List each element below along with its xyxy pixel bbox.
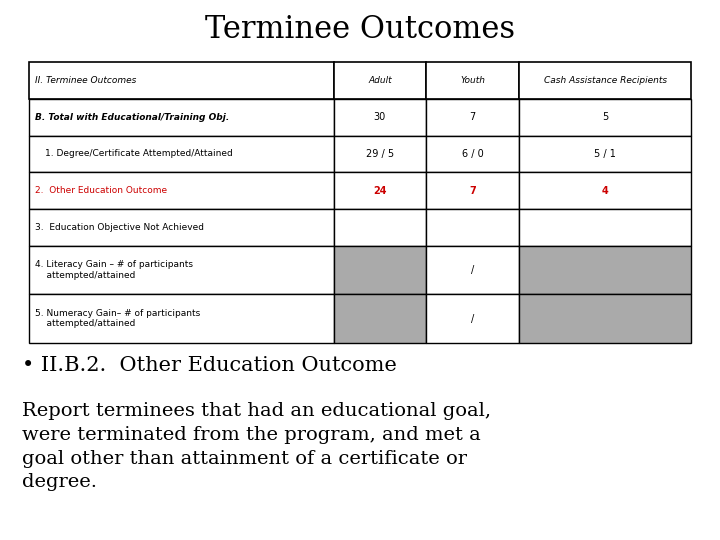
Bar <box>426 172 519 209</box>
Bar <box>333 246 426 294</box>
Text: 5 / 1: 5 / 1 <box>594 149 616 159</box>
Text: Youth: Youth <box>460 76 485 85</box>
Bar <box>29 62 333 99</box>
Bar <box>333 172 426 209</box>
Text: 2.  Other Education Outcome: 2. Other Education Outcome <box>35 186 167 195</box>
Bar <box>426 294 519 343</box>
Bar <box>29 294 333 343</box>
Text: 5: 5 <box>602 112 608 122</box>
Bar <box>519 136 691 172</box>
Text: 29 / 5: 29 / 5 <box>366 149 394 159</box>
Bar <box>29 172 333 209</box>
Text: • II.B.2.  Other Education Outcome: • II.B.2. Other Education Outcome <box>22 356 397 375</box>
Bar <box>29 246 333 294</box>
Bar <box>333 294 426 343</box>
Bar <box>519 294 691 343</box>
Text: 7: 7 <box>469 186 476 195</box>
Bar <box>333 62 426 99</box>
Bar <box>519 209 691 246</box>
Bar <box>333 209 426 246</box>
Text: /: / <box>471 314 474 323</box>
Text: 5. Numeracy Gain– # of participants
    attempted/attained: 5. Numeracy Gain– # of participants atte… <box>35 309 200 328</box>
Bar <box>519 246 691 294</box>
Text: 4. Literacy Gain – # of participants
    attempted/attained: 4. Literacy Gain – # of participants att… <box>35 260 192 280</box>
Text: Adult: Adult <box>368 76 392 85</box>
Bar <box>519 99 691 136</box>
Bar <box>426 246 519 294</box>
Bar <box>29 136 333 172</box>
Text: /: / <box>471 265 474 275</box>
Text: 24: 24 <box>373 186 387 195</box>
Bar <box>426 136 519 172</box>
Text: B. Total with Educational/Training Obj.: B. Total with Educational/Training Obj. <box>35 113 229 122</box>
Bar <box>333 99 426 136</box>
Text: 1. Degree/Certificate Attempted/Attained: 1. Degree/Certificate Attempted/Attained <box>45 150 233 158</box>
Bar <box>519 62 691 99</box>
Text: 30: 30 <box>374 112 386 122</box>
Text: 4: 4 <box>602 186 608 195</box>
Bar <box>519 172 691 209</box>
Text: Cash Assistance Recipients: Cash Assistance Recipients <box>544 76 667 85</box>
Bar <box>426 209 519 246</box>
Text: Terminee Outcomes: Terminee Outcomes <box>205 14 515 44</box>
Bar <box>333 136 426 172</box>
Text: Report terminees that had an educational goal,
were terminated from the program,: Report terminees that had an educational… <box>22 402 490 491</box>
Bar <box>29 209 333 246</box>
Text: 3.  Education Objective Not Achieved: 3. Education Objective Not Achieved <box>35 223 204 232</box>
Bar <box>426 62 519 99</box>
Text: 6 / 0: 6 / 0 <box>462 149 484 159</box>
Text: 7: 7 <box>469 112 476 122</box>
Bar <box>29 99 333 136</box>
Bar <box>426 99 519 136</box>
Text: II. Terminee Outcomes: II. Terminee Outcomes <box>35 76 136 85</box>
